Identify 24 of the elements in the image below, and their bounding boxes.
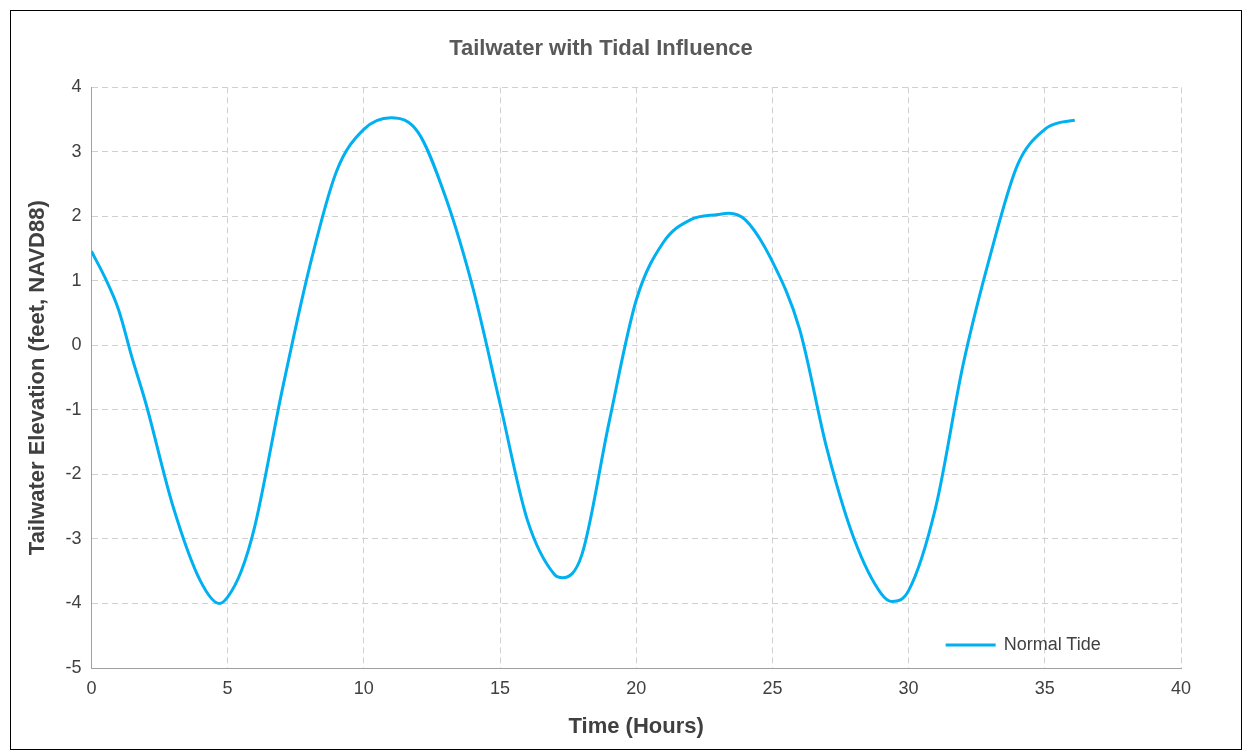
x-tick-label: 40 bbox=[1170, 677, 1192, 698]
x-tick-label: 15 bbox=[489, 677, 511, 698]
y-tick-label: -3 bbox=[65, 527, 82, 548]
y-tick-label: 0 bbox=[71, 334, 82, 355]
x-tick-label: 20 bbox=[626, 677, 647, 698]
x-tick-label: 35 bbox=[1034, 677, 1055, 698]
line-series bbox=[91, 116, 1077, 605]
x-tick-label: 25 bbox=[762, 677, 783, 698]
y-tick-label: 3 bbox=[71, 140, 82, 161]
y-tick-label: 1 bbox=[71, 269, 82, 290]
y-tick-label: -5 bbox=[65, 656, 82, 677]
y-axis-title: Tailwater Elevation (feet, NAVD88) bbox=[24, 200, 50, 556]
y-tick-label: 4 bbox=[71, 76, 82, 97]
x-tick-label: 0 bbox=[86, 677, 97, 698]
x-tick-label: 30 bbox=[898, 677, 919, 698]
legend-label: Normal Tide bbox=[1003, 633, 1101, 654]
chart-title: Tailwater with Tidal Influence bbox=[449, 35, 753, 61]
x-axis-title: Time (Hours) bbox=[568, 712, 704, 738]
y-tick-label: 2 bbox=[71, 205, 82, 226]
y-tick-label: -4 bbox=[65, 592, 82, 613]
x-tick-label: 10 bbox=[353, 677, 374, 698]
y-tick-label: -1 bbox=[65, 398, 82, 419]
y-tick-label: -2 bbox=[65, 463, 82, 484]
x-tick-label: 5 bbox=[222, 677, 233, 698]
